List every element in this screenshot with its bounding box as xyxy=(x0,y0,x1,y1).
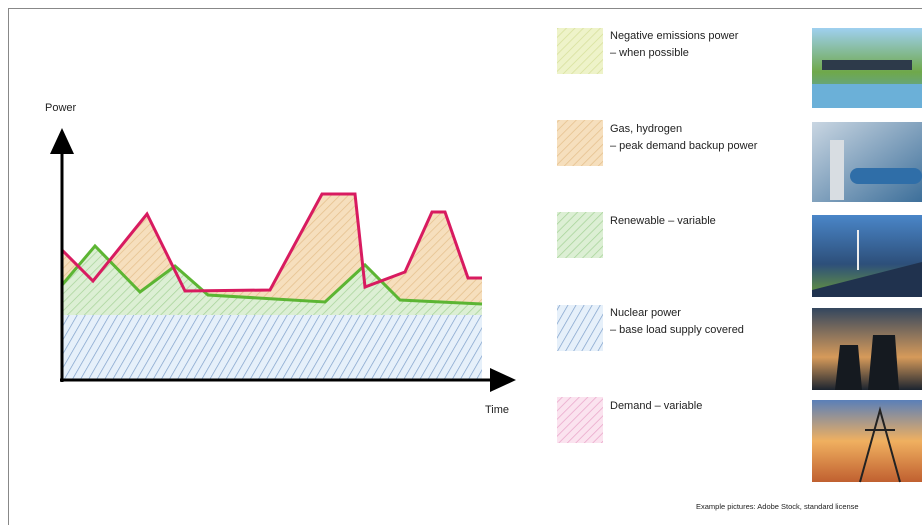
photo xyxy=(812,215,922,297)
photo xyxy=(812,122,922,202)
legend-swatch xyxy=(557,305,603,351)
legend-label: Nuclear power xyxy=(610,307,681,319)
photo xyxy=(812,308,922,390)
legend-label: Gas, hydrogen xyxy=(610,123,682,135)
y-axis-label: Power xyxy=(45,102,77,114)
legend-swatch xyxy=(557,120,603,166)
renewable-area xyxy=(62,246,482,315)
x-arrow xyxy=(490,368,516,392)
legend-label: Renewable – variable xyxy=(610,215,716,227)
photo xyxy=(812,400,922,483)
demand-line xyxy=(60,192,482,293)
legend-label: Demand – variable xyxy=(610,400,702,412)
legend-swatch xyxy=(557,28,603,74)
y-arrow xyxy=(50,128,74,154)
legend-label: Negative emissions power xyxy=(610,30,739,42)
credit: Example pictures: Adobe Stock, standard … xyxy=(696,502,859,511)
legend-label: – when possible xyxy=(610,47,689,59)
frame xyxy=(8,8,922,525)
legend-swatch xyxy=(557,397,603,443)
x-axis-label: Time xyxy=(485,404,509,416)
nuclear-area xyxy=(62,315,482,380)
legend-swatch xyxy=(557,212,603,258)
photo xyxy=(812,28,922,108)
legend-label: – base load supply covered xyxy=(610,324,744,336)
legend-label: – peak demand backup power xyxy=(610,140,758,152)
